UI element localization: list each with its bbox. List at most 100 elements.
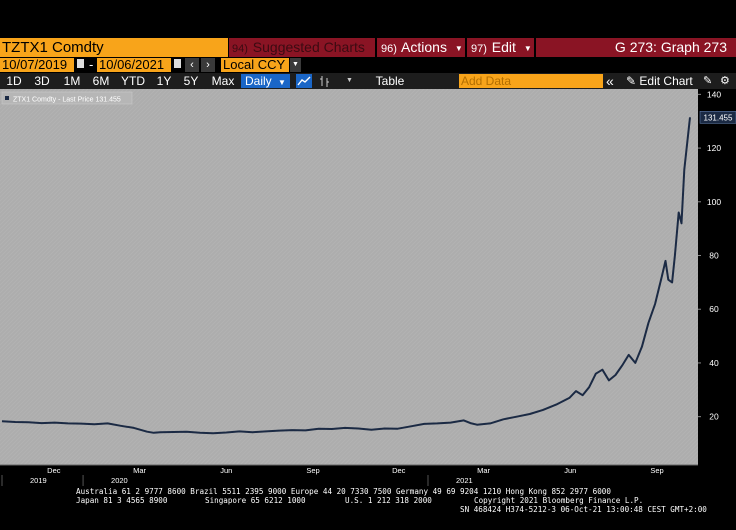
hatch-line <box>0 89 157 246</box>
period-1d-button[interactable]: 1D <box>6 74 22 88</box>
hatch-line <box>411 178 698 465</box>
hatch-line <box>0 89 377 465</box>
hatch-line <box>0 89 261 350</box>
hatch-line <box>0 89 65 154</box>
hatch-line <box>487 254 698 465</box>
hatch-line <box>491 258 698 465</box>
hatch-line <box>0 89 245 334</box>
hatch-line <box>447 214 698 465</box>
currency-field[interactable]: Local CCY <box>221 58 289 72</box>
end-date-field[interactable]: 10/06/2021 <box>97 58 171 72</box>
hatch-line <box>0 89 137 226</box>
suggested-charts-button[interactable]: 94) Suggested Charts <box>229 38 375 57</box>
hatch-line <box>443 210 698 465</box>
hatch-line <box>0 89 129 218</box>
start-calendar-icon[interactable] <box>77 59 84 68</box>
hatch-line <box>3 89 381 465</box>
hatch-line <box>523 290 698 465</box>
hatch-line <box>307 89 685 465</box>
edit-menu-button[interactable]: 97) Edit ▼ <box>467 38 534 57</box>
hatch-line <box>595 362 698 465</box>
hatch-line <box>587 354 698 465</box>
x-tick-label: Mar <box>477 466 490 475</box>
hatch-line <box>583 350 698 465</box>
hatch-line <box>623 390 698 465</box>
hatch-line <box>115 89 493 465</box>
ohlc-bar-icon <box>320 76 329 87</box>
hatch-line <box>0 89 189 278</box>
hatch-line <box>0 89 349 438</box>
y-tick-label: 20 <box>709 412 719 422</box>
footer-session-info: SN 468424 H374-5212-3 06-Oct-21 13:00:48… <box>460 505 707 514</box>
hatch-line <box>231 89 609 465</box>
period-ytd-button[interactable]: YTD <box>121 74 145 88</box>
actions-menu-button[interactable]: 96) Actions ▼ <box>377 38 465 57</box>
actions-label: Actions <box>401 39 447 55</box>
hatch-line <box>419 186 698 465</box>
hatch-line <box>71 89 449 465</box>
hatch-line <box>423 190 698 465</box>
line-chart-icon <box>297 76 311 86</box>
period-3d-button[interactable]: 3D <box>34 74 50 88</box>
start-date-field[interactable]: 10/07/2019 <box>0 58 74 72</box>
period-5y-button[interactable]: 5Y <box>183 74 199 88</box>
table-button[interactable]: Table <box>375 74 405 88</box>
x-tick-label: Jun <box>564 466 576 475</box>
hatch-line <box>471 238 698 465</box>
hatch-line <box>43 89 421 465</box>
hatch-line <box>143 89 521 465</box>
hatch-line <box>51 89 429 465</box>
hatch-line <box>123 89 501 465</box>
hatch-line <box>211 89 589 465</box>
hatch-line <box>135 89 513 465</box>
hatch-line <box>0 89 97 186</box>
hatch-line <box>615 382 698 465</box>
add-data-input[interactable]: Add Data <box>459 74 603 88</box>
hatch-line <box>0 89 205 294</box>
gear-icon[interactable]: ⚙ <box>720 75 730 87</box>
hatch-line <box>579 346 698 465</box>
end-calendar-icon[interactable] <box>174 59 181 68</box>
period-max-button[interactable]: Max <box>211 74 235 88</box>
x-year-label: 2021 <box>456 476 473 485</box>
edit-chart-button[interactable]: ✎ Edit Chart <box>626 73 693 89</box>
hatch-line <box>159 89 537 465</box>
line-chart-type-button[interactable] <box>296 74 312 88</box>
hatch-line <box>0 89 185 274</box>
hatch-line <box>427 194 698 465</box>
hatch-line <box>391 158 698 465</box>
y-axis: 20 40 60 80 100 120 140 131.455 <box>698 89 736 422</box>
footer: Australia 61 2 9777 8600 Brazil 5511 239… <box>0 486 736 530</box>
bar-chart-type-button[interactable] <box>318 73 332 89</box>
hatch-line <box>0 89 305 394</box>
period-1y-button[interactable]: 1Y <box>156 74 172 88</box>
hatch-line <box>167 89 545 465</box>
hatch-line <box>79 89 457 465</box>
hatch-line <box>539 306 698 465</box>
hatch-line <box>239 89 617 465</box>
period-1m-button[interactable]: 1M <box>63 74 81 88</box>
ticker-field[interactable]: TZTX1 Comdty <box>0 38 228 57</box>
annotate-icon[interactable]: ✎ <box>703 75 713 87</box>
hatch-line <box>0 89 297 386</box>
footer-phone-singapore: Singapore 65 6212 1000 <box>205 496 306 505</box>
hatch-line <box>0 89 333 422</box>
hatch-line <box>0 89 133 222</box>
hatch-line <box>303 89 681 465</box>
next-period-button[interactable]: › <box>201 58 215 72</box>
collapse-chevron-icon[interactable]: « <box>606 73 614 89</box>
hatch-line <box>0 89 201 290</box>
hatch-line <box>295 89 673 465</box>
hatch-line <box>223 89 601 465</box>
hatch-line <box>291 89 669 465</box>
hatch-line <box>0 89 93 182</box>
hatch-line <box>0 89 177 266</box>
previous-period-button[interactable]: ‹ <box>185 58 199 72</box>
period-6m-button[interactable]: 6M <box>92 74 110 88</box>
currency-dropdown-icon[interactable]: ▼ <box>290 58 301 72</box>
chart-type-dropdown-icon[interactable]: ▼ <box>346 77 353 84</box>
frequency-dropdown[interactable]: Daily ▼ <box>241 74 290 88</box>
hatch-line <box>467 234 698 465</box>
hatch-line <box>311 89 689 465</box>
hatch-line <box>0 89 225 314</box>
